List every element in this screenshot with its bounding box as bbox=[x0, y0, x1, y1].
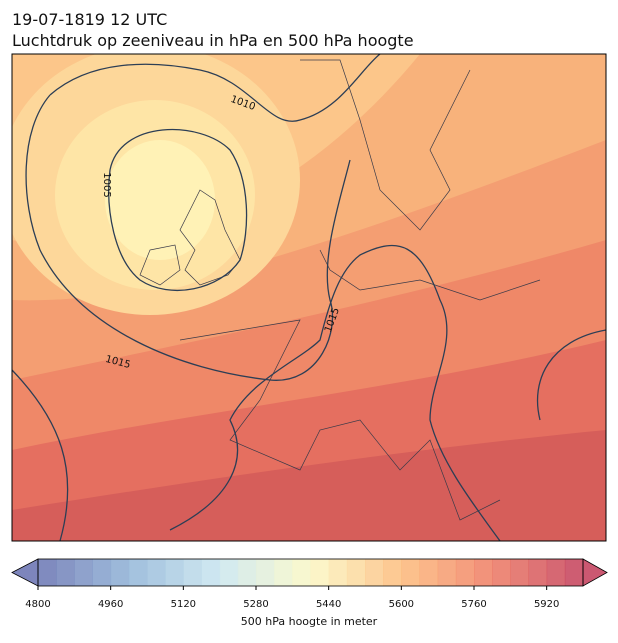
colorbar-segment bbox=[38, 559, 57, 586]
colorbar-segment bbox=[201, 559, 221, 586]
colorbar-segment bbox=[455, 559, 475, 586]
colorbar-label: 500 hPa hoogte in meter bbox=[241, 615, 378, 628]
colorbar-segment bbox=[310, 559, 330, 586]
colorbar: 4800 4960 5120 5280 5440 5600 5760 5920 bbox=[11, 558, 608, 610]
colorbar-segment bbox=[219, 559, 239, 586]
colorbar-segment bbox=[92, 559, 112, 586]
field bbox=[105, 140, 215, 260]
colorbar-extend bbox=[11, 558, 39, 587]
colorbar-segment bbox=[492, 559, 511, 586]
isobar bbox=[25, 94, 351, 381]
colorbar-segment bbox=[237, 559, 257, 586]
colorbar-segment bbox=[346, 559, 366, 586]
colorbar-segment bbox=[256, 559, 275, 586]
colorbar-segment bbox=[564, 559, 584, 586]
isobar bbox=[108, 128, 248, 292]
colorbar-tick-label: 5280 bbox=[243, 599, 268, 610]
colorbar-segment bbox=[74, 559, 93, 586]
colorbar-segment bbox=[183, 559, 202, 586]
colorbar-extend bbox=[582, 558, 608, 587]
colorbar-frame bbox=[37, 558, 584, 587]
colorbar-segment bbox=[274, 559, 293, 586]
map bbox=[12, 54, 606, 541]
isobar bbox=[12, 244, 606, 541]
colorbar-segment bbox=[437, 559, 457, 586]
colorbar-tick-label: 5600 bbox=[389, 599, 414, 610]
colorbar-segment bbox=[528, 559, 548, 586]
colorbar-segment bbox=[292, 559, 311, 586]
colorbar-segment bbox=[128, 559, 148, 586]
colorbar-tick-label: 4960 bbox=[98, 599, 123, 610]
colorbar-segment bbox=[546, 559, 566, 586]
colorbar-segment bbox=[328, 559, 348, 586]
colorbar-tick-label: 5120 bbox=[171, 599, 196, 610]
contour-label: 1005 bbox=[101, 172, 112, 197]
colorbar-segment bbox=[401, 559, 420, 586]
colorbar-segment bbox=[365, 559, 384, 586]
colorbar-segment bbox=[383, 559, 402, 586]
subtitle: Luchtdruk op zeeniveau in hPa en 500 hPa… bbox=[12, 31, 414, 50]
colorbar-segment bbox=[165, 559, 184, 586]
colorbar-segment bbox=[110, 559, 130, 586]
coastline bbox=[179, 59, 541, 521]
colorbar-segment bbox=[419, 559, 439, 586]
isobar bbox=[49, 54, 381, 122]
map-frame bbox=[11, 53, 607, 542]
title: 19-07-1819 12 UTC bbox=[12, 10, 167, 29]
colorbar-tick-label: 5440 bbox=[316, 599, 341, 610]
colorbar-segment bbox=[147, 559, 166, 586]
colorbar-segment bbox=[510, 559, 529, 586]
colorbar-tick-label: 5920 bbox=[534, 599, 559, 610]
colorbar-tick-label: 4800 bbox=[25, 599, 50, 610]
colorbar-segment bbox=[56, 559, 75, 586]
colorbar-segment bbox=[474, 559, 493, 586]
colorbar-tick-label: 5760 bbox=[461, 599, 486, 610]
coastline bbox=[139, 189, 241, 286]
